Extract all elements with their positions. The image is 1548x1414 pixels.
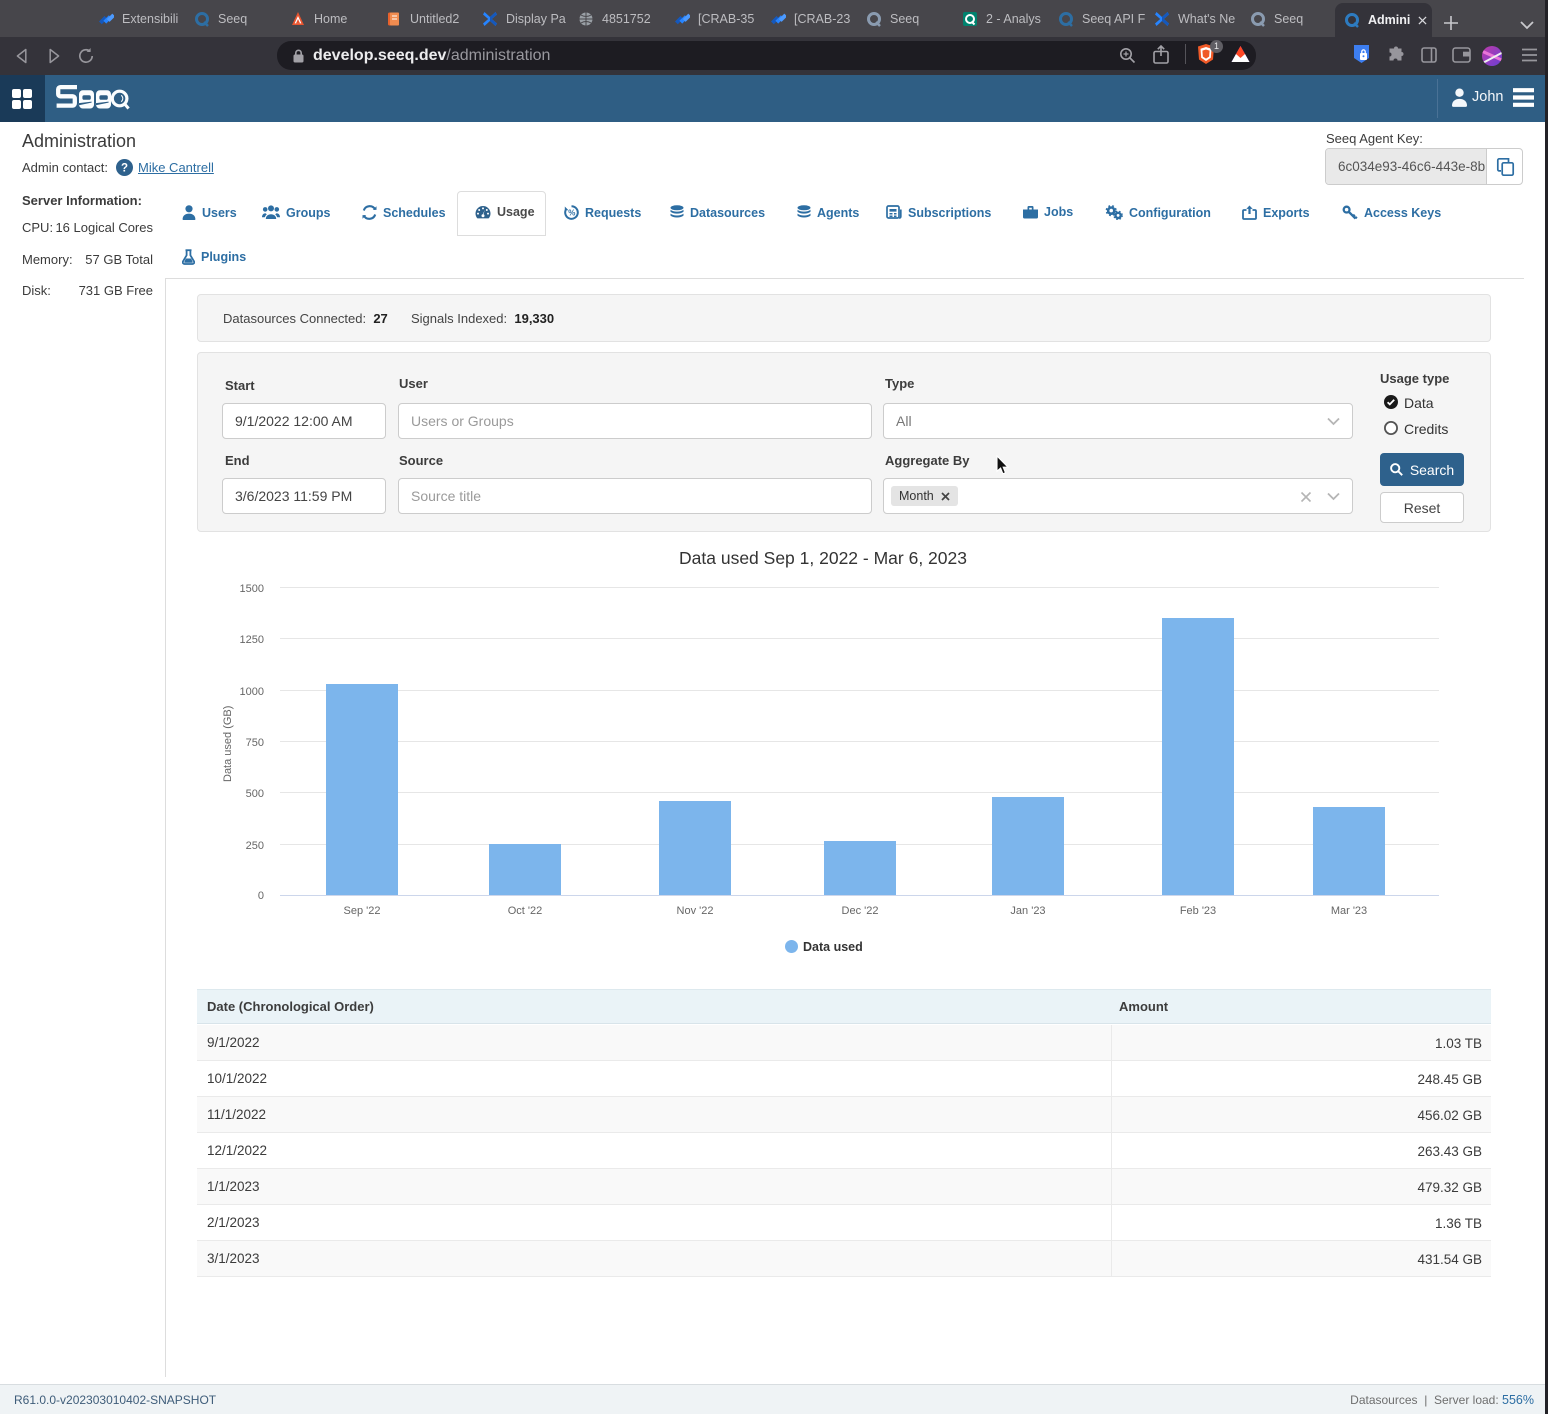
svg-text:%: % [568, 209, 575, 218]
svg-text:?: ? [121, 163, 128, 175]
